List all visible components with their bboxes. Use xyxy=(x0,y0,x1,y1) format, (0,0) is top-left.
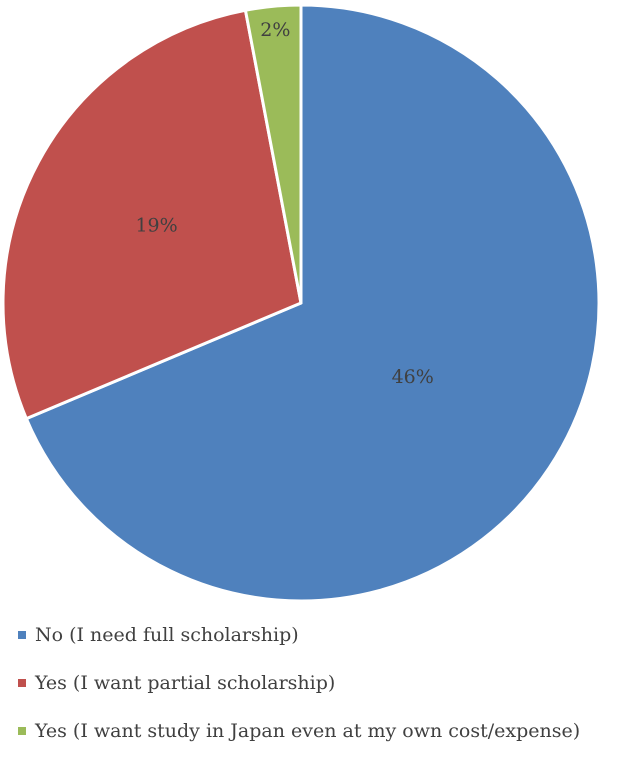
legend-item-yes-partial-scholarship: Yes (I want partial scholarship) xyxy=(18,670,580,696)
slice-data-label-0: 46% xyxy=(392,366,434,388)
legend-swatch-blue xyxy=(18,631,26,639)
slice-data-label-2: 2% xyxy=(260,19,290,41)
pie-slice-1 xyxy=(1,8,303,421)
legend-label: Yes (I want study in Japan even at my ow… xyxy=(35,720,581,742)
legend-label: Yes (I want partial scholarship) xyxy=(35,672,336,694)
legend-item-no-full-scholarship: No (I need full scholarship) xyxy=(18,622,580,648)
pie-slice-2 xyxy=(243,3,303,305)
slice-data-label-1: 19% xyxy=(135,215,177,237)
legend-item-yes-own-cost: Yes (I want study in Japan even at my ow… xyxy=(18,718,580,744)
pie-slice-0 xyxy=(24,3,601,603)
legend-label: No (I need full scholarship) xyxy=(35,624,299,646)
legend: No (I need full scholarship) Yes (I want… xyxy=(18,622,580,766)
legend-swatch-green xyxy=(18,727,26,735)
legend-swatch-red xyxy=(18,679,26,687)
pie-svg: 46% 19% 2% xyxy=(1,3,601,603)
